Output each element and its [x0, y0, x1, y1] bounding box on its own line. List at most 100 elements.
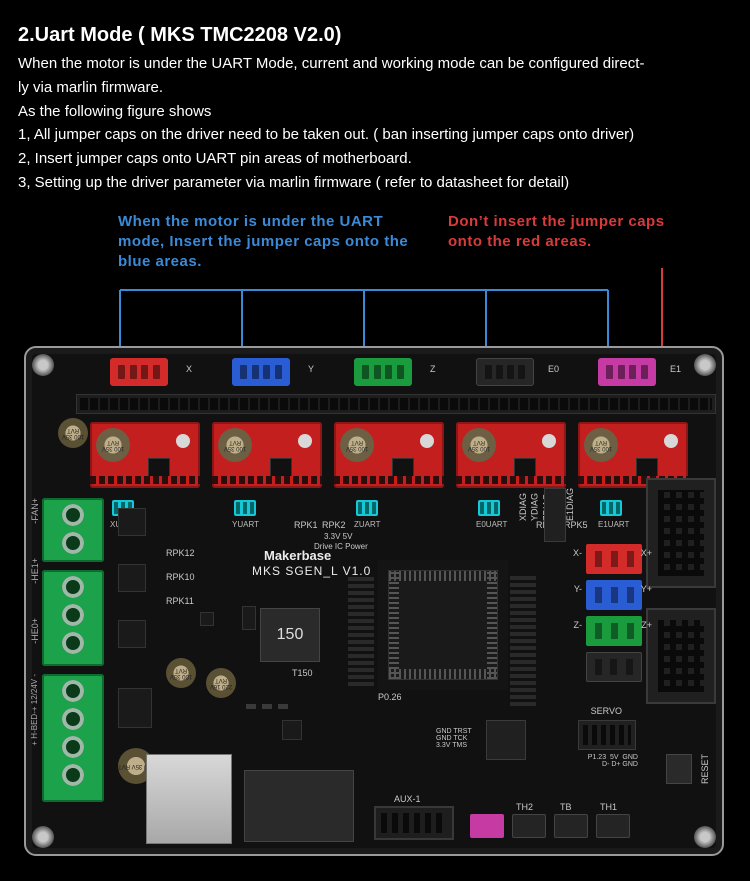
th2-conn	[512, 814, 546, 838]
driver-module-e0: 100 35V RVT	[456, 422, 566, 488]
reset-button[interactable]	[666, 754, 692, 784]
aux1-label: AUX-1	[394, 794, 421, 804]
exp-header-2	[646, 608, 716, 704]
mounting-hole	[694, 826, 716, 848]
th1-label: TH1	[600, 802, 617, 812]
electrolytic-cap: 220 16V RVT	[206, 668, 236, 698]
callout-blue-l2: mode, Insert the jumper caps onto the	[118, 232, 448, 252]
he1-label: -HE1+	[30, 558, 40, 584]
stepper-conn-z	[354, 358, 412, 386]
ic-u3	[282, 720, 302, 740]
rpk10: RPK10	[166, 572, 195, 582]
electrolytic-cap: 100 35V RVT	[58, 418, 88, 448]
capacitor-icon: 100 35V RVT	[462, 428, 496, 462]
axis-label-x: X	[186, 364, 192, 374]
endstop-x	[586, 544, 642, 574]
servo-label: SERVO	[591, 706, 622, 716]
driver-module-z: 100 35V RVT	[334, 422, 444, 488]
callout-red: Don’t insert the jumper caps onto the re…	[448, 212, 708, 273]
yplus: Y+	[641, 584, 652, 594]
smd	[246, 704, 256, 709]
he0-label: -HE0+	[30, 618, 40, 644]
zminus: Z-	[574, 620, 583, 630]
mounting-hole	[32, 826, 54, 848]
rpk11: RPK11	[166, 596, 194, 606]
axis-label-e0: E0	[548, 364, 559, 374]
uart-jumper-e1	[600, 500, 622, 516]
capacitor-icon: 100 35V RVT	[96, 428, 130, 462]
step-2: 2, Insert jumper caps onto UART pin area…	[18, 148, 732, 170]
callout-blue-l3: blue areas.	[118, 252, 448, 272]
drive-ic-33v5v: 3.3V 5V	[324, 532, 352, 541]
stepper-conn-x	[110, 358, 168, 386]
th2-label: TH2	[516, 802, 533, 812]
th1-conn	[596, 814, 630, 838]
uart-jumper-z	[356, 500, 378, 516]
inductor-150: 150	[260, 608, 320, 662]
callout-red-l2: onto the red areas.	[448, 232, 708, 252]
stepper-conn-e1	[598, 358, 656, 386]
xplus: X+	[641, 548, 652, 558]
p026-label: P0.26	[378, 692, 402, 702]
callouts-row: When the motor is under the UART mode, I…	[18, 212, 732, 273]
ic-small	[242, 606, 256, 630]
usb-port	[146, 754, 232, 844]
res-array-left	[348, 576, 374, 686]
callout-blue-l1: When the motor is under the UART	[118, 212, 448, 232]
smd	[278, 704, 288, 709]
uart-label-z: ZUART	[354, 520, 381, 529]
uart-label-e0: E0UART	[476, 520, 507, 529]
callout-red-l1: Don’t insert the jumper caps	[448, 212, 708, 232]
capacitor-icon: 100 35V RVT	[340, 428, 374, 462]
electrolytic-cap: 100 35V RVT	[166, 658, 196, 688]
step-1: 1, All jumper caps on the driver need to…	[18, 124, 732, 146]
endstop-z	[586, 616, 642, 646]
terminal-bed-pwr	[42, 674, 104, 802]
uart-jumper-e0	[478, 500, 500, 516]
tb-label: TB	[560, 802, 572, 812]
mosfet-large	[118, 688, 152, 728]
para-1a: When the motor is under the UART Mode, c…	[18, 53, 732, 75]
smd	[262, 704, 272, 709]
res-array-right	[510, 576, 536, 706]
axis-label-z: Z	[430, 364, 436, 374]
exp-header-1	[646, 478, 716, 588]
rpk2: RPK2	[322, 520, 346, 530]
axis-label-e1: E1	[670, 364, 681, 374]
step-3: 3, Setting up the driver parameter via m…	[18, 172, 732, 194]
driver-module-y: 100 35V RVT	[212, 422, 322, 488]
para-2: As the following figure shows	[18, 101, 732, 123]
yminus: Y-	[574, 584, 582, 594]
capacitor-icon: 100 35V RVT	[218, 428, 252, 462]
reset-label: RESET	[700, 754, 710, 784]
endstop-y	[586, 580, 642, 610]
driver-module-x: 100 35V RVT	[90, 422, 200, 488]
servo-header	[578, 720, 636, 750]
zplus: Z+	[641, 620, 652, 630]
rpk12: RPK12	[166, 548, 195, 558]
mcu-chip	[388, 570, 498, 680]
mosfet	[118, 508, 146, 536]
mounting-hole	[32, 354, 54, 376]
jtag-header	[486, 720, 526, 760]
para-1b: ly via marlin firmware.	[18, 77, 732, 99]
mosfet	[118, 620, 146, 648]
hbed-label: + H-BED-+ 12/24V -	[30, 674, 39, 746]
mosfet	[118, 564, 146, 592]
callout-blue: When the motor is under the UART mode, I…	[118, 212, 448, 273]
endstop-extra	[586, 652, 642, 682]
tb-conn	[554, 814, 588, 838]
stepper-conn-y	[232, 358, 290, 386]
diag-pinheader	[544, 488, 566, 542]
capacitor-icon: 100 35V RVT	[584, 428, 618, 462]
fan-label: -FAN+	[30, 498, 40, 524]
ic-small	[200, 612, 214, 626]
stepstick-header-row	[76, 394, 716, 414]
rpk5: RPK5	[564, 520, 588, 530]
motherboard: X Y Z E0 E1 100 35V RVT 100 35V RVT 100 …	[24, 346, 724, 856]
jtag-label: GND TRST GND TCK 3.3V TMS	[436, 728, 472, 749]
section-title: 2.Uart Mode ( MKS TMC2208 V2.0)	[18, 24, 732, 47]
servo-pins: P1.23 5V GND D- D+ GND	[588, 754, 638, 768]
uart-jumper-y	[234, 500, 256, 516]
terminal-he	[42, 570, 104, 666]
